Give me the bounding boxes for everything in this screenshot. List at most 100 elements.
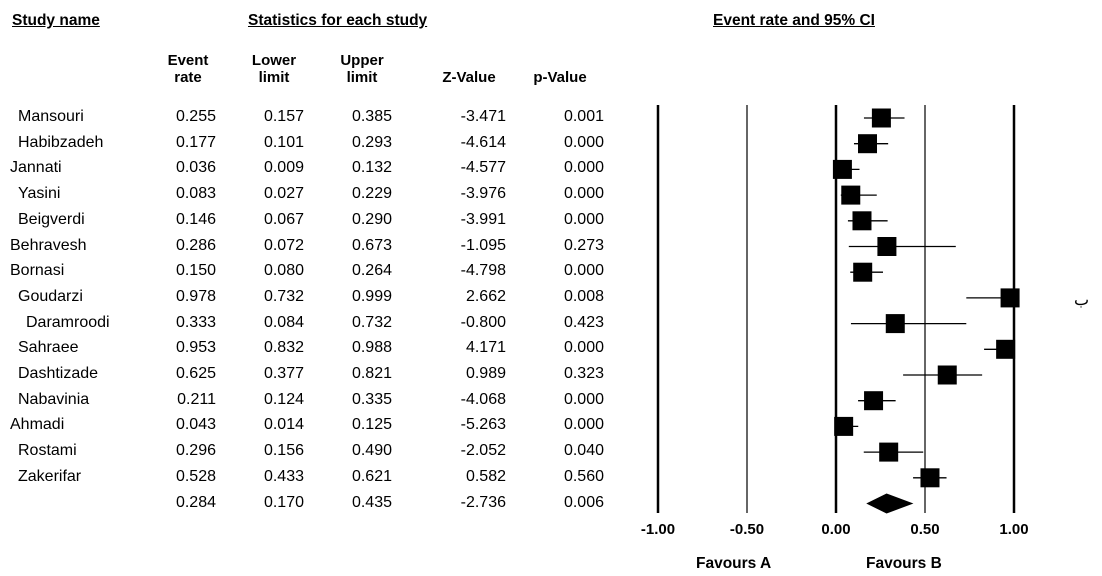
z-value-cell: -3.471	[460, 108, 506, 125]
lower-limit-cell: 0.156	[263, 442, 304, 460]
col-header-event-rate-line2: rate	[174, 69, 202, 86]
point-estimate-square	[877, 237, 897, 256]
upper-limit-cell: 0.132	[351, 159, 392, 177]
col-header-z-value-line2: Z-Value	[442, 69, 496, 86]
event-rate-cell: 0.286	[175, 236, 216, 254]
col-header-z-value: Z-Value	[424, 52, 514, 86]
x-tick-label: 1.00	[999, 521, 1029, 538]
p-value-cell: 0.323	[563, 365, 604, 382]
p-value-cell: 0.001	[563, 108, 604, 125]
event-rate-cell: 0.150	[175, 262, 216, 280]
pooled-p-value-cell: 0.006	[563, 493, 604, 511]
z-value-cell: -4.577	[460, 159, 506, 177]
study-name-cell: Beigverdi	[18, 210, 85, 228]
pooled-upper-limit-cell: 0.435	[351, 493, 392, 511]
z-value-cell: -4.614	[460, 133, 506, 151]
col-header-lower-limit: Lower limit	[244, 52, 304, 86]
point-estimate-square	[885, 314, 905, 334]
p-value-cell: 0.040	[563, 442, 604, 460]
upper-limit-cell: 0.293	[351, 133, 392, 151]
event-rate-cell: 0.211	[177, 390, 216, 408]
p-value-cell: 0.000	[563, 159, 604, 177]
stray-character: ب	[1074, 290, 1090, 309]
pooled-z-value-cell: -2.736	[460, 493, 506, 511]
col-header-event-rate-line1: Event	[167, 52, 209, 69]
lower-limit-cell: 0.157	[263, 108, 304, 125]
lower-limit-cell: 0.014	[263, 416, 304, 434]
study-name-cell: Dashtizade	[18, 365, 99, 382]
point-estimate-square	[920, 468, 940, 488]
upper-limit-cell: 0.673	[351, 236, 392, 254]
study-name-cell: Jannati	[10, 159, 62, 177]
event-rate-cell: 0.083	[175, 185, 216, 203]
col-header-p-value: p-Value	[512, 52, 608, 86]
p-value-cell: 0.000	[563, 133, 604, 151]
lower-limit-cell: 0.067	[263, 210, 304, 228]
study-name-cell: Mansouri	[18, 108, 84, 125]
event-rate-cell: 0.255	[175, 108, 216, 125]
study-name-cell: Habibzadeh	[18, 133, 104, 151]
z-value-cell: 0.582	[465, 467, 506, 485]
x-tick-label: -0.50	[729, 521, 765, 538]
lower-limit-cell: 0.124	[263, 390, 304, 408]
z-value-cell: 4.171	[465, 339, 506, 357]
p-value-cell: 0.000	[563, 416, 604, 434]
z-value-cell: -5.263	[460, 416, 506, 434]
point-estimate-square	[858, 134, 878, 154]
event-rate-cell: 0.978	[175, 287, 216, 305]
study-name-cell: Bornasi	[10, 262, 65, 280]
lower-limit-cell: 0.084	[263, 313, 304, 331]
z-value-cell: 0.989	[465, 365, 506, 382]
pooled-diamond	[866, 493, 914, 514]
study-name-cell: Ahmadi	[10, 416, 65, 434]
z-value-cell: -0.800	[460, 313, 506, 331]
p-value-cell: 0.000	[563, 390, 604, 408]
p-value-cell: 0.008	[563, 287, 604, 305]
p-value-cell: 0.000	[563, 185, 604, 203]
point-estimate-square	[864, 391, 884, 411]
upper-limit-cell: 0.385	[351, 108, 392, 125]
upper-limit-cell: 0.290	[351, 210, 392, 228]
lower-limit-cell: 0.832	[263, 339, 304, 357]
lower-limit-cell: 0.080	[263, 262, 304, 280]
x-tick-label: 0.00	[821, 521, 851, 538]
col-header-upper-limit-line2: limit	[346, 69, 378, 86]
point-estimate-square	[853, 262, 873, 282]
study-name-cell: Sahraee	[18, 339, 79, 357]
p-value-cell: 0.000	[563, 262, 604, 280]
upper-limit-cell: 0.335	[351, 390, 392, 408]
study-name-header: Study name	[12, 12, 100, 29]
study-name-cell: Rostami	[18, 442, 77, 460]
event-rate-cell: 0.625	[175, 365, 216, 382]
point-estimate-square	[996, 339, 1016, 359]
upper-limit-cell: 0.125	[351, 416, 392, 434]
col-header-p-value-line2: p-Value	[533, 69, 587, 86]
pooled-event-rate-cell: 0.284	[175, 493, 216, 511]
point-estimate-square	[1000, 288, 1020, 308]
event-rate-cell: 0.043	[175, 416, 216, 434]
col-header-upper-limit-line1: Upper	[340, 52, 384, 69]
z-value-cell: -1.095	[460, 236, 506, 254]
upper-limit-cell: 0.732	[351, 313, 392, 331]
pooled-lower-limit-cell: 0.170	[263, 493, 304, 511]
lower-limit-cell: 0.009	[263, 159, 304, 177]
lower-limit-cell: 0.732	[263, 287, 304, 305]
study-name-cell: Yasini	[18, 185, 61, 203]
p-value-cell: 0.000	[563, 339, 604, 357]
point-estimate-square	[937, 365, 957, 385]
event-rate-cell: 0.333	[175, 313, 216, 331]
study-name-cell: Zakerifar	[18, 467, 82, 485]
plot-header: Event rate and 95% CI	[713, 12, 875, 29]
event-rate-cell: 0.177	[175, 133, 216, 151]
event-rate-cell: 0.036	[175, 159, 216, 177]
favours-b-label: Favours B	[866, 555, 942, 572]
z-value-cell: -4.068	[460, 390, 506, 408]
upper-limit-cell: 0.490	[351, 442, 392, 460]
col-header-event-rate: Event rate	[160, 52, 216, 86]
point-estimate-square	[841, 185, 861, 205]
event-rate-cell: 0.296	[175, 442, 216, 460]
z-value-cell: -2.052	[460, 442, 506, 460]
upper-limit-cell: 0.821	[351, 365, 392, 382]
lower-limit-cell: 0.072	[263, 236, 304, 254]
